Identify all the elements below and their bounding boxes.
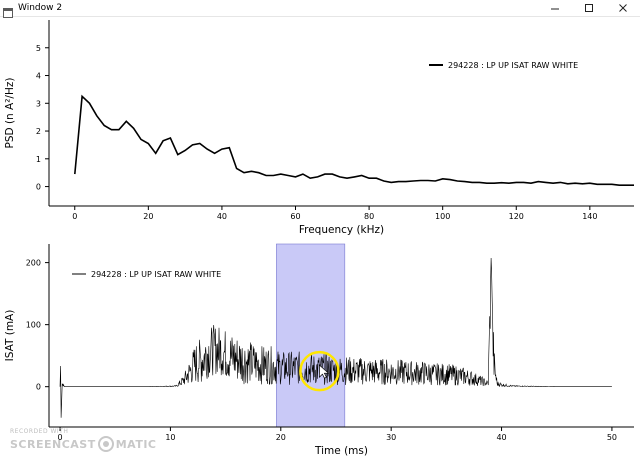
x-axis-label: Time (ms) xyxy=(314,445,368,457)
legend-label: 294228 : LP UP ISAT RAW WHITE xyxy=(448,61,578,70)
close-button[interactable] xyxy=(606,0,640,16)
x-tick-label: 20 xyxy=(276,433,286,442)
y-axis-label: ISAT (mA) xyxy=(4,310,16,362)
x-tick-label: 10 xyxy=(165,433,175,442)
x-tick-label: 100 xyxy=(435,212,450,221)
x-tick-label: 40 xyxy=(496,433,506,442)
y-tick-label: 100 xyxy=(26,321,41,330)
cursor-highlight-ring xyxy=(299,350,340,392)
x-tick-label: 50 xyxy=(607,433,617,442)
y-tick-label: 2 xyxy=(36,127,41,136)
close-icon xyxy=(619,4,627,12)
maximize-icon xyxy=(585,4,593,12)
y-tick-label: 0 xyxy=(36,183,41,192)
minimize-icon xyxy=(551,8,559,10)
mouse-pointer-icon xyxy=(319,364,330,379)
series-line-isat xyxy=(59,257,612,418)
window-titlebar: Window 2 xyxy=(0,0,640,18)
x-tick-label: 0 xyxy=(57,433,62,442)
y-tick-label: 0 xyxy=(36,383,41,392)
watermark-recorded-text: RECORDED WITH xyxy=(10,428,69,435)
watermark-brand-right: MATIC xyxy=(115,437,157,451)
x-tick-label: 0 xyxy=(72,212,77,221)
y-tick-label: 4 xyxy=(36,72,41,81)
watermark-brand-left: SCREENCAST xyxy=(10,437,96,451)
screencast-watermark: RECORDED WITH SCREENCAST MATIC xyxy=(8,428,158,460)
legend-label: 294228 : LP UP ISAT RAW WHITE xyxy=(91,270,221,279)
y-axis-label: PSD (n A²/Hz) xyxy=(4,78,16,149)
app-window-icon xyxy=(3,3,13,18)
y-tick-label: 5 xyxy=(36,44,41,53)
y-tick-label: 1 xyxy=(36,155,41,164)
y-tick-label: 3 xyxy=(36,99,41,108)
x-tick-label: 80 xyxy=(364,212,374,221)
maximize-button[interactable] xyxy=(572,0,606,16)
x-tick-label: 120 xyxy=(509,212,524,221)
window-title: Window 2 xyxy=(18,3,63,13)
x-tick-label: 40 xyxy=(217,212,227,221)
y-tick-label: 200 xyxy=(26,259,41,268)
x-tick-label: 60 xyxy=(290,212,300,221)
x-tick-label: 30 xyxy=(386,433,396,442)
minimize-button[interactable] xyxy=(538,0,572,16)
screencast-logo-icon xyxy=(97,436,114,452)
x-tick-label: 20 xyxy=(143,212,153,221)
series-line-psd xyxy=(74,94,634,186)
x-axis-label: Frequency (kHz) xyxy=(299,224,384,236)
selection-region xyxy=(276,243,346,428)
x-tick-label: 140 xyxy=(582,212,597,221)
